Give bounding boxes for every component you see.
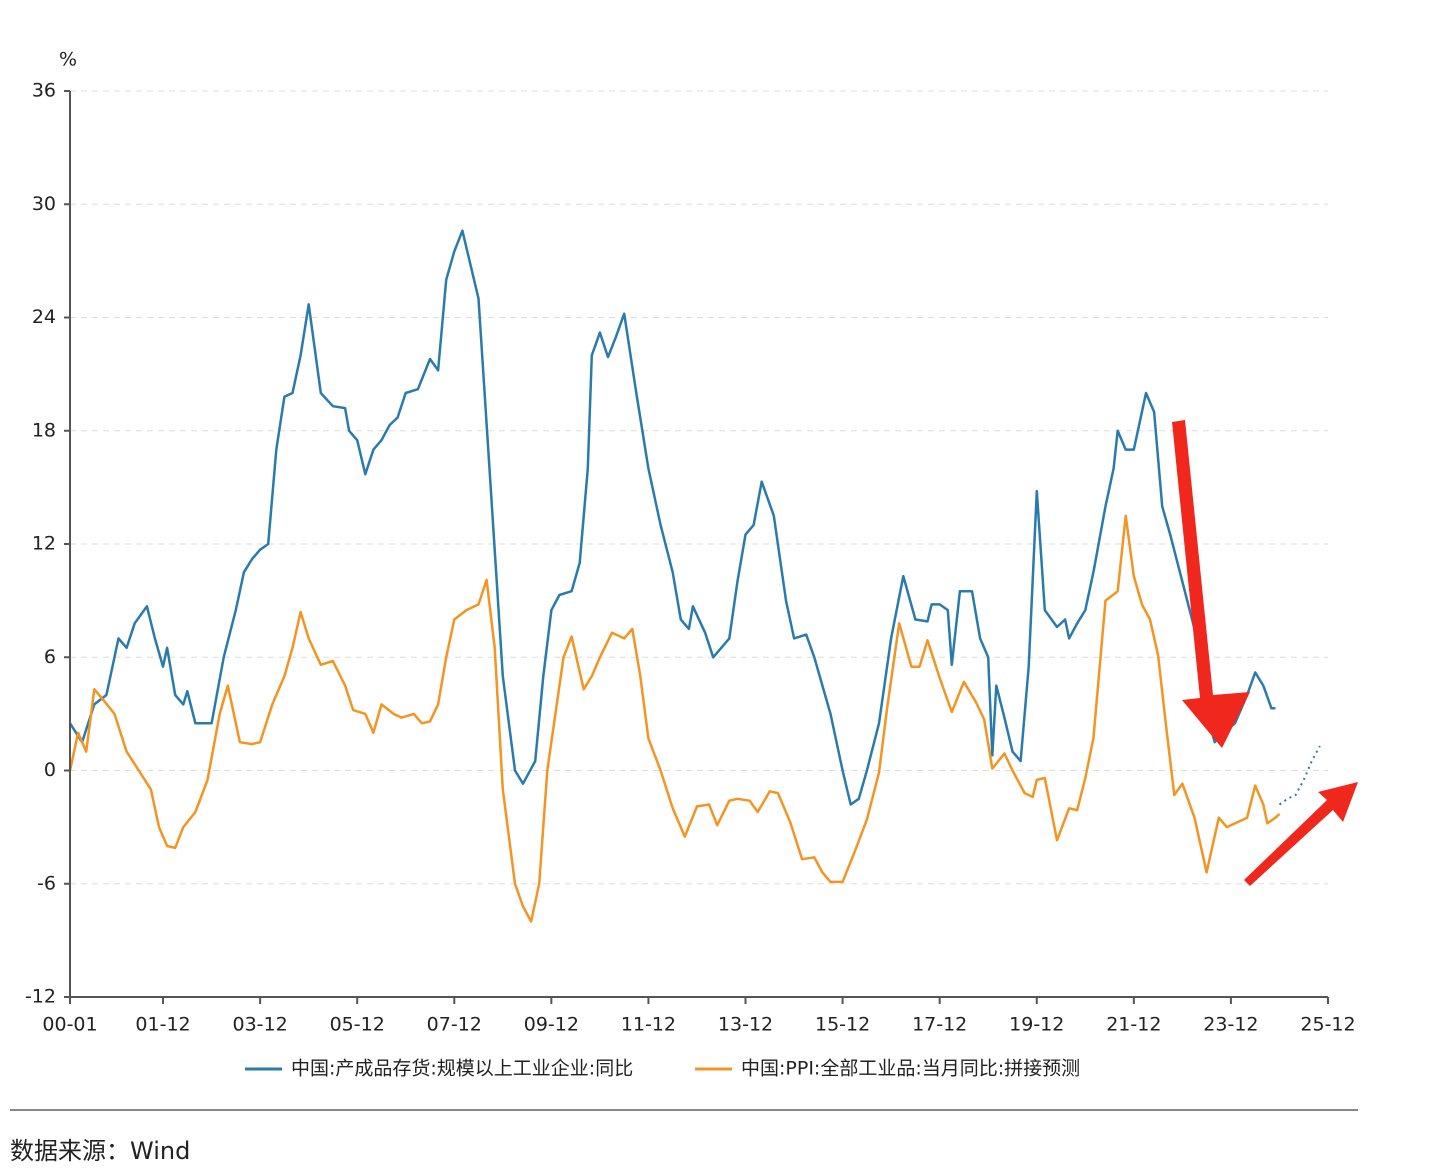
x-tick-label: 01-12 bbox=[135, 1014, 190, 1036]
arrow-up bbox=[1244, 782, 1358, 886]
x-tick-label: 07-12 bbox=[427, 1014, 482, 1036]
x-tick-label: 15-12 bbox=[815, 1014, 870, 1036]
legend-label: 中国:产成品存货:规模以上工业企业:同比 bbox=[291, 1058, 633, 1080]
x-tick-label: 17-12 bbox=[912, 1014, 967, 1036]
x-tick-label: 23-12 bbox=[1203, 1014, 1258, 1036]
x-tick-label: 03-12 bbox=[233, 1014, 288, 1036]
x-tick-label: 13-12 bbox=[718, 1014, 773, 1036]
x-tick-label: 05-12 bbox=[330, 1014, 385, 1036]
x-tick-label: 21-12 bbox=[1106, 1014, 1161, 1036]
legend-label: 中国:PPI:全部工业品:当月同比:拼接预测 bbox=[741, 1058, 1080, 1080]
x-tick-label: 19-12 bbox=[1009, 1014, 1064, 1036]
series-line bbox=[68, 229, 1276, 806]
x-tick-label: 11-12 bbox=[621, 1014, 676, 1036]
series-line bbox=[68, 514, 1281, 923]
annotation-arrows bbox=[1172, 420, 1358, 886]
y-tick-label: 36 bbox=[32, 80, 56, 102]
x-tick-label: 25-12 bbox=[1300, 1014, 1355, 1036]
y-tick-label: 24 bbox=[32, 306, 56, 328]
source: 数据来源：Wind bbox=[10, 1137, 190, 1165]
x-tick-label: 09-12 bbox=[524, 1014, 579, 1036]
y-tick-label: 0 bbox=[44, 759, 56, 781]
y-tick-label: 6 bbox=[44, 646, 56, 668]
grid bbox=[70, 90, 1328, 998]
series-line bbox=[1278, 745, 1321, 806]
y-tick-label: -12 bbox=[25, 986, 56, 1008]
y-tick-label: 18 bbox=[32, 419, 56, 441]
y-axis-label: % bbox=[59, 49, 77, 71]
x-tick-label: 00-01 bbox=[42, 1014, 97, 1036]
y-tick-label: -6 bbox=[37, 872, 56, 894]
arrow-down bbox=[1172, 420, 1250, 748]
y-tick-label: 12 bbox=[32, 533, 56, 555]
lines bbox=[68, 229, 1321, 923]
y-tick-label: 30 bbox=[32, 193, 56, 215]
